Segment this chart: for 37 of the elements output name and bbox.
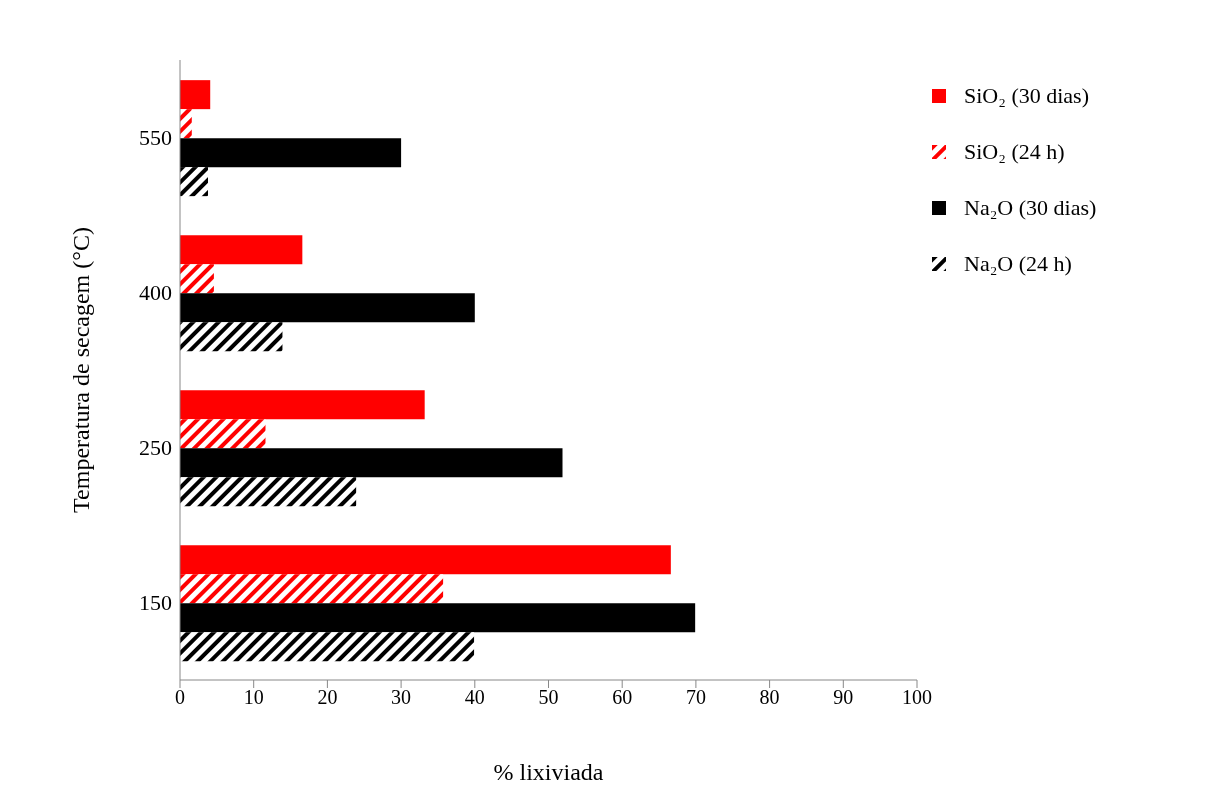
- y-tick-label: 550: [139, 125, 172, 151]
- x-tick-label: 60: [612, 686, 633, 709]
- bar: [180, 390, 425, 420]
- x-tick-label: 70: [685, 686, 706, 709]
- x-tick-label: 50: [538, 686, 559, 709]
- x-tick-label: 100: [902, 686, 932, 709]
- legend-label: SiO₂ (30 dias): [964, 83, 1089, 109]
- bar: [180, 80, 211, 110]
- y-tick-label: 250: [139, 435, 172, 461]
- x-tick-label: 40: [464, 686, 485, 709]
- x-tick-label: 0: [175, 686, 185, 709]
- bar: [180, 632, 475, 662]
- legend-label: Na₂O (30 dias): [964, 195, 1097, 221]
- x-tick-label: 10: [243, 686, 264, 709]
- bar: [180, 477, 357, 507]
- bar: [180, 167, 209, 197]
- bar: [180, 264, 214, 294]
- x-tick-label: 30: [391, 686, 412, 709]
- bar: [180, 293, 475, 323]
- bar: [180, 545, 671, 575]
- bar: [180, 322, 283, 352]
- bar: [180, 138, 402, 168]
- bar: [180, 235, 303, 265]
- bar: [180, 448, 563, 478]
- legend-label: Na₂O (24 h): [964, 251, 1072, 277]
- y-axis-title: Temperatura de secagem (°C): [67, 227, 94, 513]
- bar: [180, 419, 266, 449]
- legend-label: SiO₂ (24 h): [964, 139, 1065, 165]
- bar: [180, 603, 696, 633]
- bar: [180, 574, 444, 604]
- x-tick-label: 90: [833, 686, 854, 709]
- bar: [180, 109, 192, 139]
- y-tick-label: 150: [139, 590, 172, 616]
- x-tick-label: 20: [317, 686, 338, 709]
- y-tick-label: 400: [139, 280, 172, 306]
- x-axis-title: % lixiviada: [493, 759, 604, 785]
- x-tick-label: 80: [759, 686, 780, 709]
